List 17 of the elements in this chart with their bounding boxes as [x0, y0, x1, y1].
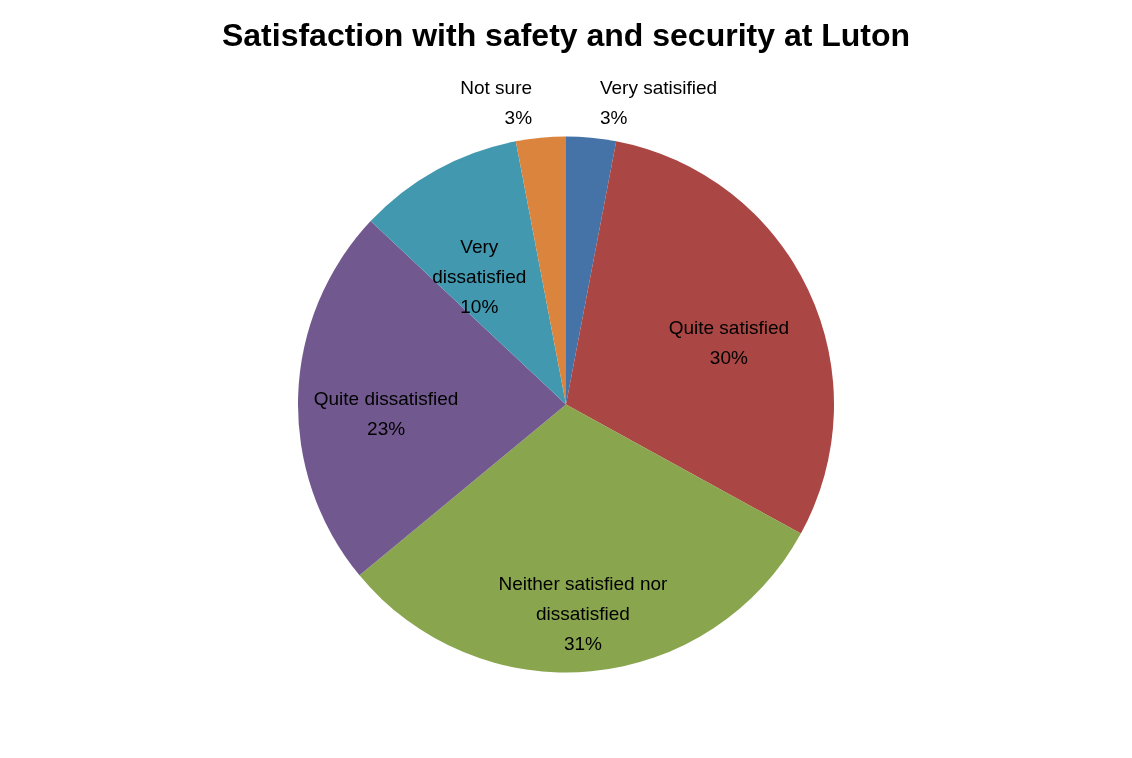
data-label: 31% — [563, 632, 603, 654]
chart-title: Satisfaction with safety and security at Luton — [221, 17, 911, 53]
data-label: 3% — [599, 106, 628, 128]
pie-slice — [298, 221, 566, 576]
slice-label: Very dissatisfied — [432, 235, 527, 287]
slice-label: Neither satisfied nor dissatisfied — [498, 572, 669, 624]
pie-slice — [566, 136, 617, 405]
slice-label: Very satisified — [599, 76, 718, 98]
data-label: 3% — [504, 106, 533, 128]
data-label: 10% — [460, 295, 499, 317]
slice-label: Quite satisfied — [668, 316, 790, 338]
data-label: 30% — [709, 346, 748, 368]
slice-label: Not sure — [460, 76, 533, 98]
data-label: 23% — [367, 417, 406, 439]
pie-slice — [359, 404, 801, 673]
pie-slice — [566, 141, 834, 534]
slice-label: Quite dissatisfied — [313, 387, 459, 409]
